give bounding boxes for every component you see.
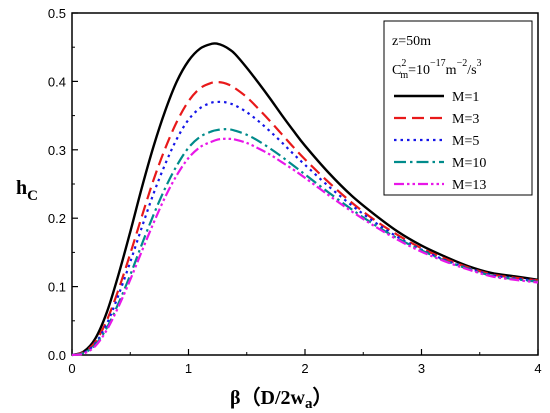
x-tick-label: 4 <box>534 361 541 376</box>
y-tick-label: 0.4 <box>48 74 66 89</box>
legend-label: M=10 <box>452 156 486 171</box>
x-tick-label: 2 <box>301 361 308 376</box>
y-tick-label: 0.5 <box>48 6 66 21</box>
y-axis-title: hC <box>16 177 38 204</box>
legend-label: M=5 <box>452 134 479 149</box>
y-tick-label: 0.2 <box>48 211 66 226</box>
y-tick-label: 0.0 <box>48 348 66 363</box>
legend: z=50m C2 m=10−17m−2/s3 M=1 M=3 M=5 M=10 M=13 <box>383 20 533 196</box>
x-tick-label: 1 <box>185 361 192 376</box>
legend-annotation-z: z=50m <box>392 34 431 49</box>
series-layer <box>71 42 539 357</box>
legend-box <box>383 20 533 196</box>
legend-label: M=3 <box>452 112 479 127</box>
x-tick-label: 3 <box>418 361 425 376</box>
series-line-m-3 <box>71 80 539 357</box>
series-line-m-13 <box>71 137 539 357</box>
x-tick-label: 0 <box>68 361 75 376</box>
legend-label: M=1 <box>452 90 479 105</box>
legend-annotation-cm: C2 m=10−17m−2/s3 <box>392 58 482 81</box>
y-tick-label: 0.3 <box>48 143 66 158</box>
series-line-m-1 <box>71 42 539 357</box>
x-axis-title: β（D/2wa） <box>230 386 332 412</box>
legend-entries: M=1 M=3 M=5 M=10 M=13 <box>394 90 486 193</box>
y-tick-label: 0.1 <box>48 280 66 295</box>
legend-label: M=13 <box>452 178 486 193</box>
series-line-m-10 <box>71 128 539 357</box>
